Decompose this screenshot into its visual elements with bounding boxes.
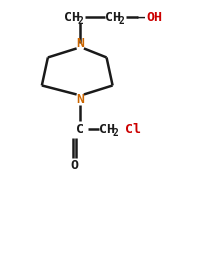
Text: C: C	[76, 123, 84, 136]
Text: 2: 2	[118, 16, 123, 26]
Text: N: N	[76, 93, 84, 106]
Text: OH: OH	[145, 11, 161, 24]
Text: 2: 2	[112, 128, 117, 138]
Text: —: —	[136, 11, 144, 24]
Text: O: O	[70, 159, 78, 172]
Text: Cl: Cl	[124, 123, 140, 136]
Text: CH: CH	[64, 11, 80, 24]
Text: CH: CH	[104, 11, 120, 24]
Text: CH: CH	[98, 123, 114, 136]
Text: N: N	[76, 37, 84, 50]
Text: 2: 2	[77, 16, 83, 26]
